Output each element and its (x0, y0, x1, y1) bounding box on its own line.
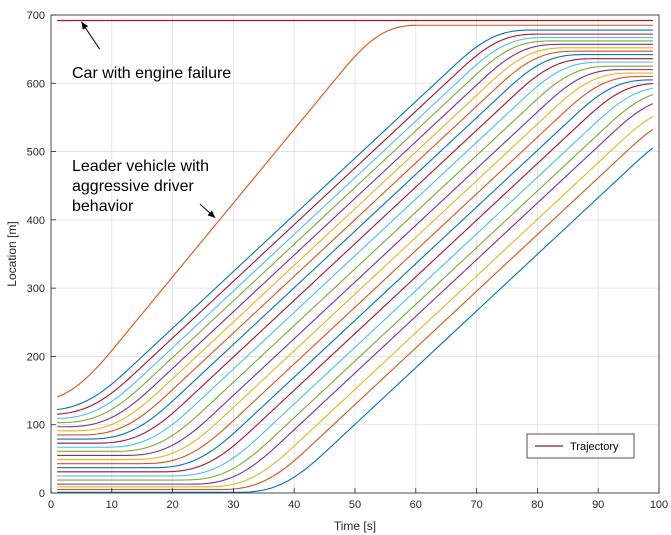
x-tick-label: 80 (531, 499, 543, 511)
annotations: Car with engine failure Leader vehicle wi… (72, 21, 231, 219)
trajectory-line (57, 61, 653, 448)
y-tick-label: 200 (27, 351, 45, 363)
y-axis-label: Location [m] (5, 221, 19, 286)
x-tick-label: 100 (650, 499, 668, 511)
trajectory-line (57, 47, 653, 432)
trajectory-line (57, 83, 653, 473)
x-tick-label: 30 (227, 499, 239, 511)
trajectory-line (57, 43, 653, 428)
x-tick-label: 60 (410, 499, 422, 511)
y-tick-label: 400 (27, 215, 45, 227)
trajectory-line (57, 54, 653, 440)
trajectory-line (57, 94, 654, 481)
trajectory-line (57, 116, 654, 488)
x-axis-label: Time [s] (334, 519, 376, 533)
y-tick-label: 100 (27, 420, 45, 432)
trajectory-line (57, 40, 653, 424)
x-tick-label: 50 (349, 499, 361, 511)
x-tick-label: 90 (592, 499, 604, 511)
legend-label: Trajectory (570, 441, 619, 453)
x-tick-label: 40 (288, 499, 300, 511)
y-tick-label: 500 (27, 147, 45, 159)
x-tick-label: 0 (48, 499, 54, 511)
trajectory-line (57, 58, 653, 444)
trajectory-line (57, 103, 654, 485)
trajectory-line (57, 36, 653, 420)
annotation-text: Leader vehicle with (72, 158, 209, 175)
annotation-text: aggressive driver (72, 178, 195, 195)
annotation-text: Car with engine failure (72, 65, 231, 82)
trajectory-line (57, 79, 653, 469)
trajectory-line (57, 50, 653, 436)
trajectory-line (57, 72, 653, 461)
x-tick-label: 20 (166, 499, 178, 511)
y-tick-label: 600 (27, 78, 45, 90)
annotation-text: behavior (72, 198, 134, 215)
trajectory-line (57, 69, 653, 456)
annotation-arrowhead (207, 210, 216, 218)
trajectory-line (56, 24, 653, 398)
y-tick-label: 0 (39, 488, 45, 500)
trajectory-line (57, 75, 653, 465)
trajectory-line (57, 33, 653, 415)
trajectory-line (57, 87, 654, 477)
trajectory-line (57, 65, 653, 452)
x-tick-label: 70 (470, 499, 482, 511)
legend: Trajectory (526, 433, 635, 459)
trajectory-line (57, 29, 653, 411)
series-layer (56, 24, 654, 493)
x-tick-label: 10 (106, 499, 118, 511)
y-tick-label: 300 (27, 283, 45, 295)
y-tick-label: 700 (27, 10, 45, 22)
annotation-arrowhead (81, 21, 89, 30)
trajectory-line (57, 147, 654, 493)
trajectory-line (57, 128, 654, 491)
ticks: 0 10 20 30 40 50 60 70 80 90 100 0 100 200 300 400 500 60… (27, 10, 669, 511)
